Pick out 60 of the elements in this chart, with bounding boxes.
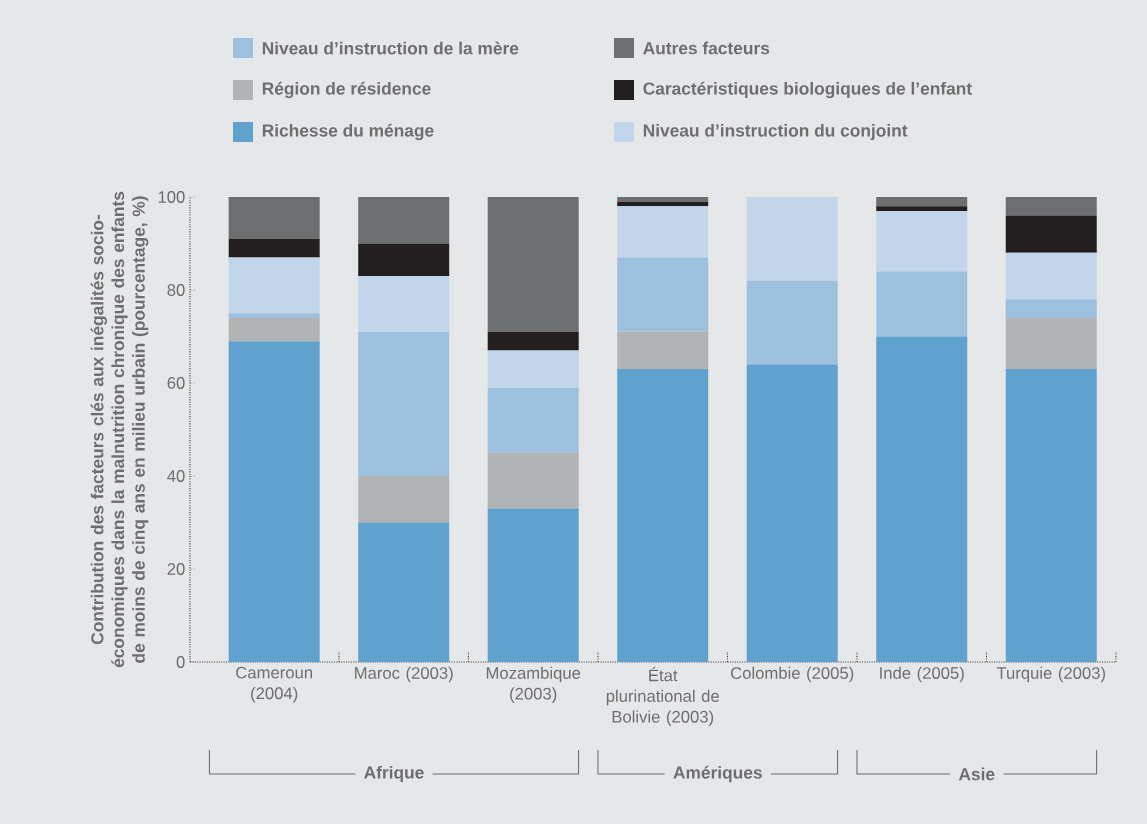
bar (228, 238, 320, 258)
legend-label: Région de résidence (262, 81, 431, 99)
y-axis-title: Contribution des facteurs clés aux inégalités socio-économiques dans la malnutrition chronique des enfants de moins de cinq ans en milieu urbain (pourcentage, %) (90, 191, 149, 668)
bar (487, 350, 579, 388)
bar (228, 196, 320, 239)
bar (228, 341, 320, 662)
y-tick-label: 40 (167, 470, 185, 482)
bar (228, 317, 320, 342)
bar (746, 280, 838, 365)
y-tick-label: 20 (167, 563, 185, 575)
legend-label: Niveau d’instruction du conjoint (643, 123, 908, 141)
y-tick-label: 0 (176, 656, 185, 668)
bar (1005, 252, 1097, 300)
bar (617, 369, 709, 662)
bar (228, 257, 320, 314)
bar (358, 331, 450, 476)
x-tick-label: État plurinational de Bolivie (2003) (606, 666, 719, 726)
bar (617, 206, 709, 258)
bar (876, 271, 968, 337)
x-tick-label: Colombie (2005) (731, 666, 854, 683)
y-tick-label: 100 (158, 191, 185, 203)
bar (358, 522, 450, 662)
bar (1005, 196, 1097, 216)
x-tick-label: Cameroun (2004) (236, 666, 312, 703)
y-tick-label: 80 (167, 284, 185, 296)
bar (358, 276, 450, 332)
bar (876, 196, 968, 207)
bar (617, 196, 709, 202)
bar (487, 196, 579, 332)
bar (487, 508, 579, 662)
bar (876, 210, 968, 272)
bar (876, 336, 968, 662)
bar (746, 364, 838, 662)
legend-label: Caractéristiques biologiques de l’enfant (643, 81, 972, 99)
legend-label: Autres facteurs (643, 41, 770, 55)
x-tick-label: Mozambique (2003) (486, 666, 581, 703)
x-tick-label: Inde (2005) (880, 666, 964, 683)
bar (358, 475, 450, 523)
bar (1005, 299, 1097, 318)
text: Asie (958, 767, 995, 781)
bar (746, 196, 838, 281)
legend-label: Richesse du ménage (262, 123, 434, 141)
bar (228, 313, 320, 318)
text: Amériques (673, 765, 762, 783)
bar (1005, 369, 1097, 662)
bar (1005, 215, 1097, 253)
legend-label: Niveau d’instruction de la mère (262, 41, 519, 55)
x-tick-label: Turquie (2003) (996, 666, 1105, 683)
bar (358, 196, 450, 244)
x-tick-label: Maroc (2003) (355, 666, 453, 683)
bar (1005, 317, 1097, 370)
text: Afrique (364, 765, 424, 783)
bar (876, 206, 968, 211)
bar (487, 331, 579, 351)
bar (617, 331, 709, 370)
bar (358, 243, 450, 277)
bar (617, 257, 709, 332)
bar (487, 452, 579, 509)
y-tick-label: 60 (167, 377, 185, 389)
bar (487, 387, 579, 453)
